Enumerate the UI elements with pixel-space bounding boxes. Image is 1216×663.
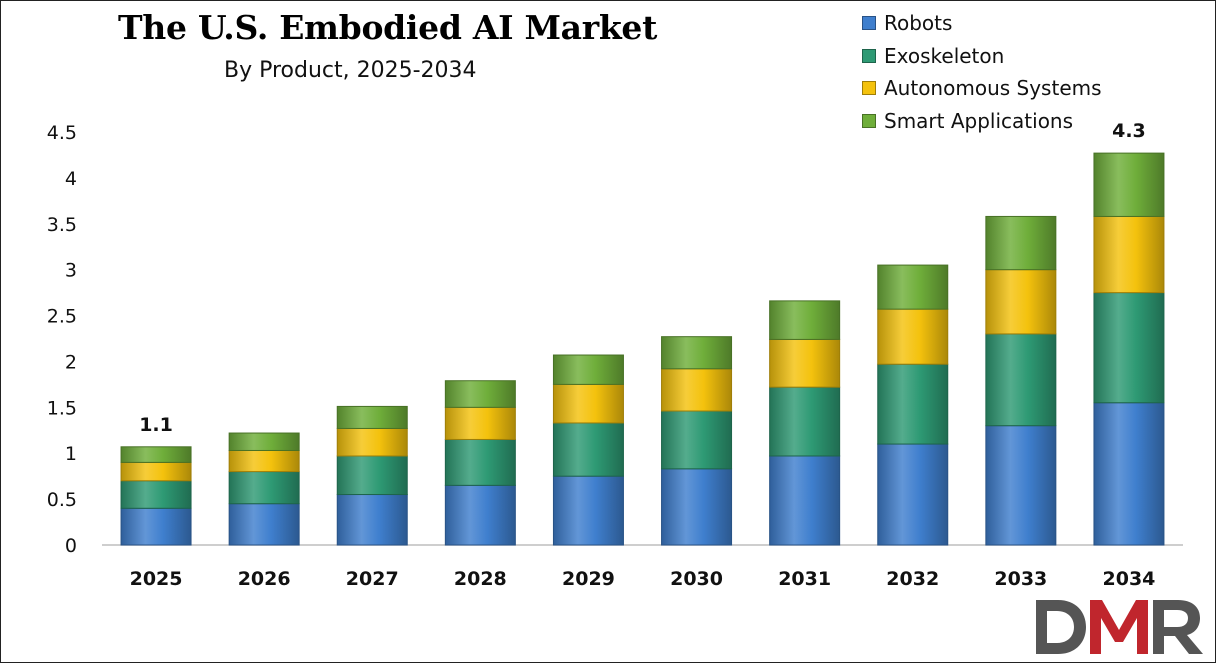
bar-robots-2031: [769, 455, 841, 546]
bar-robots-2030: [661, 468, 733, 546]
bar-autonomous-systems-2034: [1093, 215, 1165, 294]
bar-exoskeleton-2031: [769, 386, 841, 457]
legend-swatch-exoskeleton: [862, 48, 876, 63]
y-tick-label: 3.5: [47, 214, 77, 236]
bar-robots-2028: [444, 484, 516, 546]
bar-autonomous-systems-2030: [661, 368, 733, 412]
bar-autonomous-systems-2028: [444, 406, 516, 440]
dmr-logo: [1036, 600, 1203, 654]
data-label-2034: 4.3: [1112, 120, 1146, 142]
bar-smart-applications-2026: [228, 432, 300, 451]
bar-smart-applications-2032: [877, 264, 949, 310]
y-tick-label: 4.5: [47, 122, 77, 144]
x-tick-label: 2032: [886, 568, 939, 590]
bar-autonomous-systems-2025: [120, 461, 192, 482]
bar-exoskeleton-2028: [444, 438, 516, 486]
bar-smart-applications-2027: [336, 405, 408, 429]
bar-exoskeleton-2027: [336, 455, 408, 496]
bar-exoskeleton-2029: [552, 422, 624, 477]
bar-robots-2027: [336, 494, 408, 546]
bar-smart-applications-2034: [1093, 152, 1165, 217]
x-tick-label: 2026: [238, 568, 291, 590]
x-tick-label: 2027: [346, 568, 399, 590]
legend-swatch-robots: [862, 16, 876, 31]
bar-smart-applications-2030: [661, 336, 733, 370]
bar-autonomous-systems-2026: [228, 449, 300, 473]
x-tick-label: 2033: [994, 568, 1047, 590]
chart-legend: Robots Exoskeleton Autonomous Systems Sm…: [862, 7, 1102, 137]
legend-item-robots: Robots: [862, 7, 1102, 40]
bar-exoskeleton-2030: [661, 410, 733, 470]
legend-item-exoskeleton: Exoskeleton: [862, 40, 1102, 73]
bar-robots-2032: [877, 443, 949, 546]
bar-autonomous-systems-2031: [769, 338, 841, 388]
bar-robots-2026: [228, 503, 300, 546]
bar-autonomous-systems-2029: [552, 383, 624, 424]
bar-autonomous-systems-2032: [877, 308, 949, 365]
bar-exoskeleton-2026: [228, 471, 300, 505]
bar-robots-2025: [120, 507, 192, 546]
data-label-2025: 1.1: [139, 414, 173, 436]
bar-robots-2029: [552, 475, 624, 546]
y-tick-label: 0: [65, 535, 77, 557]
bar-smart-applications-2033: [985, 215, 1057, 271]
legend-label-robots: Robots: [884, 11, 953, 36]
y-tick-label: 2: [65, 351, 77, 373]
bar-smart-applications-2029: [552, 354, 624, 385]
bar-smart-applications-2025: [120, 446, 192, 463]
y-tick-label: 1: [65, 443, 77, 465]
x-tick-label: 2030: [670, 568, 723, 590]
x-tick-label: 2029: [562, 568, 615, 590]
bar-exoskeleton-2032: [877, 363, 949, 445]
x-tick-label: 2034: [1103, 568, 1156, 590]
bar-autonomous-systems-2027: [336, 427, 408, 457]
bar-robots-2034: [1093, 402, 1165, 546]
bar-exoskeleton-2025: [120, 480, 192, 509]
legend-item-autonomous-systems: Autonomous Systems: [862, 72, 1102, 105]
bar-smart-applications-2031: [769, 300, 841, 340]
y-tick-label: 3: [65, 260, 77, 282]
y-tick-label: 2.5: [47, 306, 77, 328]
legend-swatch-smart-applications: [862, 113, 876, 128]
bar-robots-2033: [985, 425, 1057, 546]
bar-exoskeleton-2034: [1093, 292, 1165, 404]
chart-title: The U.S. Embodied AI Market: [118, 8, 658, 47]
bar-smart-applications-2028: [444, 380, 516, 408]
bar-autonomous-systems-2033: [985, 269, 1057, 335]
chart-subtitle: By Product, 2025-2034: [224, 58, 477, 83]
x-tick-label: 2025: [130, 568, 183, 590]
bar-exoskeleton-2033: [985, 333, 1057, 427]
y-tick-label: 1.5: [47, 397, 77, 419]
x-tick-label: 2031: [778, 568, 831, 590]
legend-label-autonomous-systems: Autonomous Systems: [884, 76, 1102, 101]
x-tick-label: 2028: [454, 568, 507, 590]
legend-label-smart-applications: Smart Applications: [884, 108, 1074, 133]
y-tick-label: 4: [65, 168, 77, 190]
legend-item-smart-applications: Smart Applications: [862, 105, 1102, 138]
legend-label-exoskeleton: Exoskeleton: [884, 43, 1005, 68]
legend-swatch-autonomous-systems: [862, 81, 876, 96]
y-tick-label: 0.5: [47, 489, 77, 511]
